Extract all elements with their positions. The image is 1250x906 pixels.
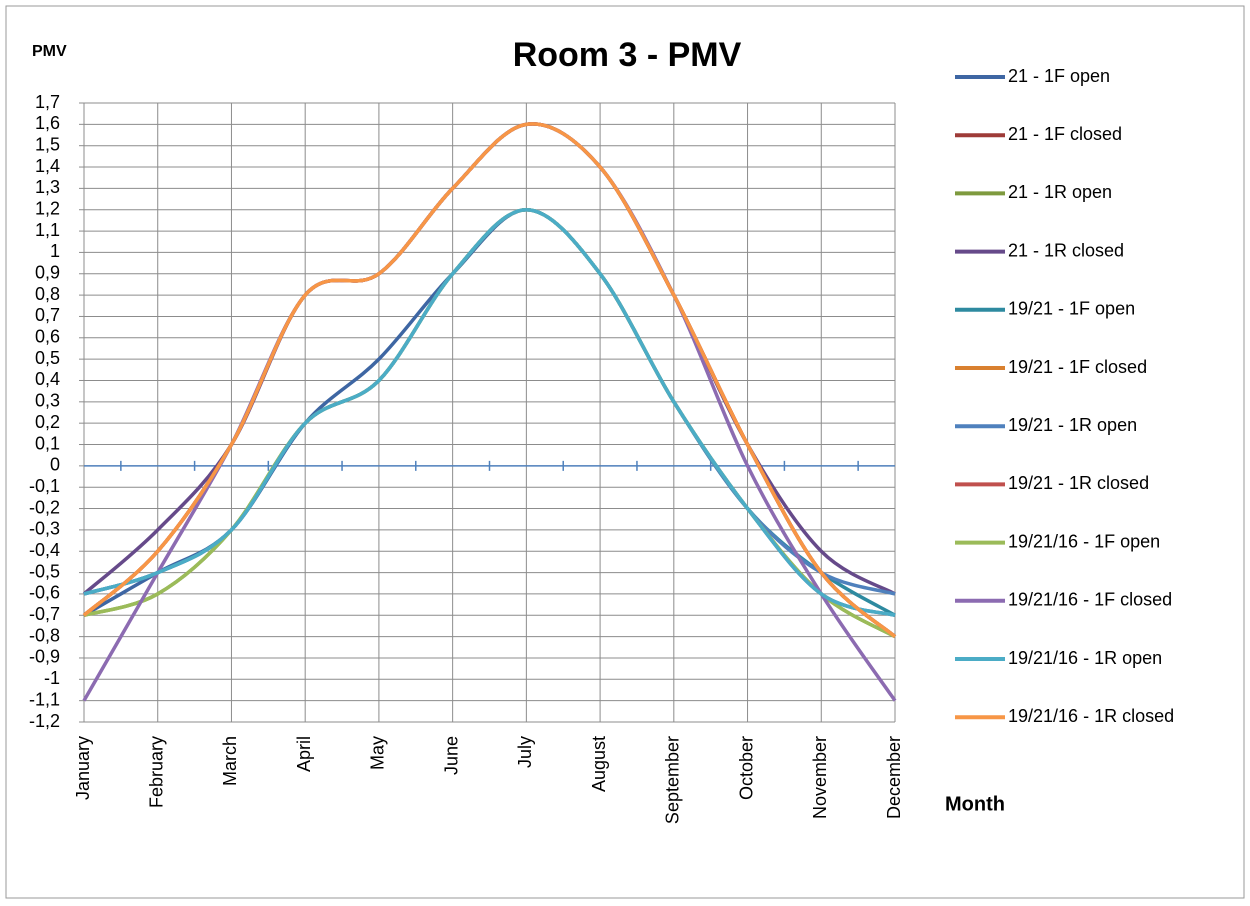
x-tick-label: April xyxy=(294,736,314,772)
legend-label: 19/21/16 - 1R open xyxy=(1008,648,1162,668)
y-tick-label: -0,7 xyxy=(29,604,60,624)
x-tick-label: August xyxy=(589,736,609,792)
legend-label: 21 - 1R closed xyxy=(1008,240,1124,260)
x-tick-label: January xyxy=(73,736,93,800)
y-tick-label: -1,1 xyxy=(29,689,60,709)
y-tick-label: -0,4 xyxy=(29,540,60,560)
y-tick-label: 0,2 xyxy=(35,412,60,432)
y-tick-label: 0,3 xyxy=(35,391,60,411)
plot xyxy=(82,122,897,702)
x-tick-label: November xyxy=(810,736,830,819)
y-tick-label: -1,2 xyxy=(29,711,60,731)
grid: 1,71,61,51,41,31,21,110,90,80,70,60,50,4… xyxy=(29,92,904,824)
y-tick-label: -0,1 xyxy=(29,476,60,496)
x-tick-label: September xyxy=(663,736,683,824)
y-tick-label: 0,7 xyxy=(35,305,60,325)
y-tick-label: 1,1 xyxy=(35,220,60,240)
y-axis-label: PMV xyxy=(32,43,67,60)
y-tick-label: -0,9 xyxy=(29,647,60,667)
legend-label: 19/21 - 1F open xyxy=(1008,299,1135,319)
x-tick-label: December xyxy=(884,736,904,819)
y-tick-label: 0,8 xyxy=(35,284,60,304)
y-tick-label: 0,9 xyxy=(35,263,60,283)
y-tick-label: 1,3 xyxy=(35,177,60,197)
y-tick-label: 1,5 xyxy=(35,134,60,154)
y-tick-label: 0 xyxy=(50,455,60,475)
chart-title: Room 3 - PMV xyxy=(513,36,742,74)
x-tick-label: October xyxy=(736,736,756,800)
x-tick-label: February xyxy=(146,736,166,808)
y-tick-label: 0,6 xyxy=(35,327,60,347)
legend-label: 19/21/16 - 1R closed xyxy=(1008,706,1174,726)
legend: 21 - 1F open 21 - 1F closed 21 - 1R open 21… xyxy=(955,66,1174,726)
y-tick-label: -0,6 xyxy=(29,583,60,603)
y-tick-label: 1 xyxy=(50,241,60,261)
legend-label: 19/21/16 - 1F open xyxy=(1008,531,1160,551)
y-tick-label: 0,1 xyxy=(35,433,60,453)
y-tick-label: -0,2 xyxy=(29,497,60,517)
y-tick-label: -0,8 xyxy=(29,625,60,645)
legend-label: 21 - 1F closed xyxy=(1008,124,1122,144)
legend-label: 19/21/16 - 1F closed xyxy=(1008,590,1172,610)
series-line xyxy=(82,122,897,638)
legend-label: 19/21 - 1R open xyxy=(1008,415,1137,435)
y-tick-label: -0,5 xyxy=(29,561,60,581)
y-tick-label: 0,4 xyxy=(35,369,60,389)
legend-label: 21 - 1F open xyxy=(1008,66,1110,86)
y-tick-label: 1,4 xyxy=(35,156,60,176)
x-axis-label: Month xyxy=(945,793,1005,815)
y-tick-label: -0,3 xyxy=(29,519,60,539)
legend-label: 19/21 - 1F closed xyxy=(1008,357,1147,377)
legend-label: 21 - 1R open xyxy=(1008,182,1112,202)
x-tick-label: June xyxy=(441,736,461,775)
chart-frame xyxy=(5,5,1245,899)
y-tick-label: -1 xyxy=(44,668,60,688)
y-tick-label: 0,5 xyxy=(35,348,60,368)
legend-label: 19/21 - 1R closed xyxy=(1008,473,1149,493)
x-tick-label: July xyxy=(515,736,535,768)
series-line xyxy=(83,207,896,617)
y-tick-label: 1,6 xyxy=(35,113,60,133)
x-tick-label: March xyxy=(220,736,240,786)
y-tick-label: 1,2 xyxy=(35,198,60,218)
y-tick-label: 1,7 xyxy=(35,92,60,112)
x-tick-label: May xyxy=(368,736,388,770)
